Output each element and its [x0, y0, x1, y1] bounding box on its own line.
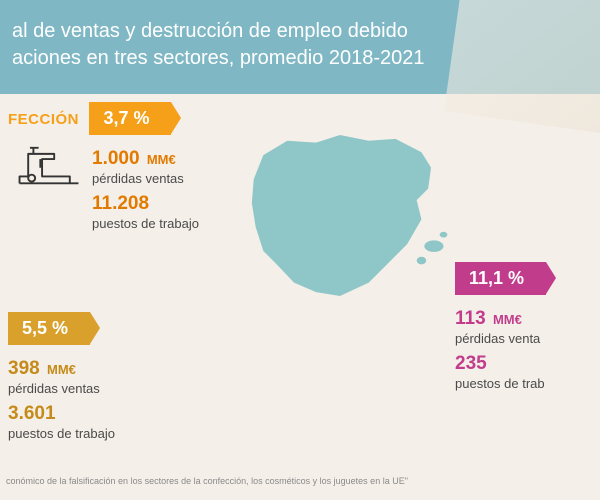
- sector-confeccion: FECCIÓN 3,7 % 1.000 MM€ pérdidas ventas …: [8, 102, 238, 239]
- jobs-label: puestos de trabajo: [8, 426, 208, 441]
- sector-label: FECCIÓN: [8, 111, 79, 128]
- loss-value: 398 MM€: [8, 359, 208, 380]
- loss-label: pérdidas ventas: [8, 381, 208, 396]
- jobs-label: puestos de trabajo: [92, 216, 238, 231]
- spain-map: [225, 112, 455, 342]
- sector-third: 11,1 % 113 MM€ pérdidas venta 235 puesto…: [455, 262, 600, 399]
- pct-flag: 3,7 %: [89, 102, 171, 135]
- jobs-value: 235: [455, 354, 600, 375]
- pct-flag: 5,5 %: [8, 312, 90, 345]
- loss-label: pérdidas venta: [455, 331, 600, 346]
- header: al de ventas y destrucción de empleo deb…: [0, 0, 600, 94]
- loss-value: 1.000 MM€: [92, 149, 238, 170]
- footnote: conómico de la falsificación en los sect…: [6, 476, 594, 486]
- jobs-value: 3.601: [8, 404, 208, 425]
- jobs-value: 11.208: [92, 194, 238, 215]
- jobs-label: puestos de trab: [455, 376, 600, 391]
- sewing-machine-icon: [14, 140, 84, 192]
- title-line2: aciones en tres sectores, promedio 2018-…: [12, 47, 424, 69]
- pct-flag: 11,1 %: [455, 262, 546, 295]
- title-line1: al de ventas y destrucción de empleo deb…: [12, 20, 408, 42]
- loss-label: pérdidas ventas: [92, 171, 238, 186]
- sector-second: 5,5 % 398 MM€ pérdidas ventas 3.601 pues…: [8, 312, 208, 449]
- loss-value: 113 MM€: [455, 309, 600, 330]
- content: FECCIÓN 3,7 % 1.000 MM€ pérdidas ventas …: [0, 94, 600, 494]
